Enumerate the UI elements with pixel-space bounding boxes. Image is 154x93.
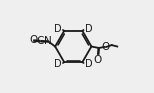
Text: C: C <box>37 36 44 46</box>
Text: D: D <box>54 24 62 34</box>
Text: D: D <box>85 59 93 69</box>
Text: O: O <box>29 35 37 45</box>
Text: N: N <box>44 36 52 46</box>
Text: O: O <box>94 55 102 65</box>
Text: D: D <box>54 59 62 69</box>
Text: D: D <box>85 24 93 34</box>
Text: O: O <box>101 42 109 52</box>
